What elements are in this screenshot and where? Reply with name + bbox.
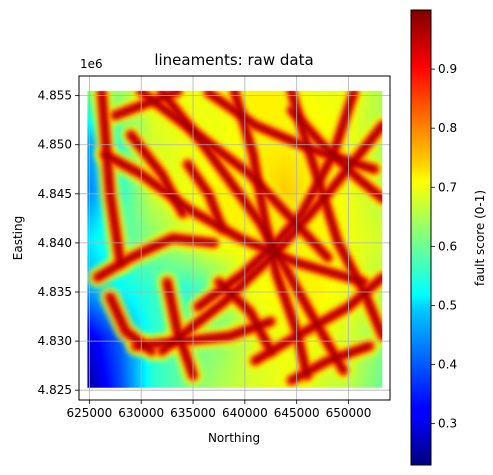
colorbar-gradient <box>410 9 432 466</box>
x-tick-label: 630000 <box>118 406 164 420</box>
colorbar-tick-label: 0.8 <box>438 121 457 135</box>
y-axis-ticks: 4.825 4.830 4.835 4.840 4.845 4.850 4.855 <box>38 89 79 397</box>
grid-lines <box>79 76 390 400</box>
y-axis-offset-label: 1e6 <box>80 57 103 71</box>
y-tick-label: 4.840 <box>38 236 72 250</box>
colorbar-tick-label: 0.3 <box>438 417 457 431</box>
x-tick-label: 635000 <box>170 406 216 420</box>
y-tick-label: 4.855 <box>38 89 72 103</box>
chart-title: lineaments: raw data <box>154 51 313 69</box>
y-tick-label: 4.830 <box>38 334 72 348</box>
x-tick-label: 650000 <box>326 406 372 420</box>
heatmap-image <box>87 90 383 388</box>
x-axis-ticks: 625000 630000 635000 640000 645000 650000 <box>66 400 371 420</box>
colorbar-label: fault score (0-1) <box>473 190 487 286</box>
colorbar: 0.3 0.4 0.5 0.6 0.7 0.8 0.9 fault score (0-1) <box>410 9 487 466</box>
x-tick-label: 640000 <box>222 406 268 420</box>
axes-frame <box>78 75 391 401</box>
colorbar-ticks: 0.3 0.4 0.5 0.6 0.7 0.8 0.9 <box>431 62 457 431</box>
y-tick-label: 4.845 <box>38 187 72 201</box>
y-tick-label: 4.850 <box>38 138 72 152</box>
colorbar-tick-label: 0.9 <box>438 62 457 76</box>
x-axis-label: Northing <box>208 431 260 445</box>
y-tick-label: 4.835 <box>38 285 72 299</box>
x-tick-label: 645000 <box>274 406 320 420</box>
colorbar-tick-label: 0.4 <box>438 358 457 372</box>
x-tick-label: 625000 <box>66 406 112 420</box>
colorbar-tick-label: 0.7 <box>438 180 457 194</box>
plot-area: 625000 630000 635000 640000 645000 650000 4.8… <box>38 75 391 420</box>
y-tick-label: 4.825 <box>38 383 72 397</box>
colorbar-tick-label: 0.5 <box>438 298 457 312</box>
colorbar-tick-label: 0.6 <box>438 239 457 253</box>
y-axis-label: Easting <box>11 216 25 260</box>
